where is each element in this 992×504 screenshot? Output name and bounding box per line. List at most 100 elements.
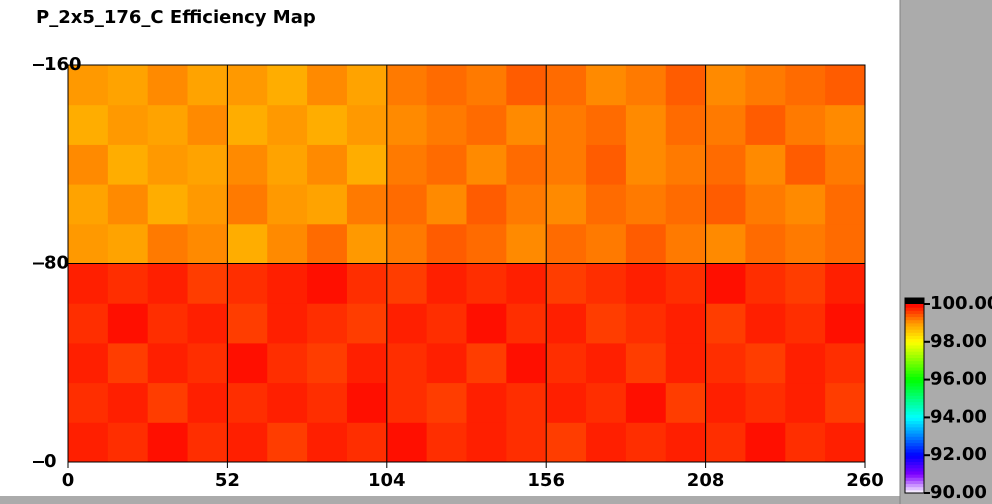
heatmap-cell bbox=[307, 144, 348, 185]
heatmap-cell bbox=[107, 184, 149, 225]
heatmap-cell bbox=[107, 223, 149, 264]
heatmap-cell bbox=[187, 422, 228, 463]
x-tick-label: 260 bbox=[846, 470, 884, 491]
x-tick-label: 0 bbox=[62, 470, 75, 491]
colorbar-segment bbox=[905, 474, 924, 478]
heatmap-cell bbox=[506, 263, 547, 304]
colorbar-segment bbox=[905, 489, 924, 494]
heatmap-cell bbox=[506, 382, 547, 423]
y-tick-label: 0 bbox=[44, 451, 57, 472]
heatmap-cell bbox=[825, 263, 866, 304]
heatmap-cell bbox=[107, 422, 149, 463]
colorbar-segment bbox=[905, 442, 924, 447]
heatmap-cell bbox=[745, 184, 786, 225]
heatmap-cell bbox=[426, 184, 467, 225]
heatmap-cell bbox=[68, 104, 109, 145]
chart-title: P_2x5_176_C Efficiency Map bbox=[36, 7, 316, 28]
heatmap-cell bbox=[307, 342, 348, 384]
heatmap-cell bbox=[506, 184, 547, 225]
heatmap-cell bbox=[346, 342, 388, 384]
y-tick-label: 80 bbox=[44, 253, 69, 274]
heatmap-cell bbox=[625, 342, 667, 384]
x-tick-label: 156 bbox=[527, 470, 565, 491]
heatmap-cell bbox=[586, 422, 627, 463]
colorbar-segment bbox=[905, 348, 924, 352]
heatmap-cell bbox=[466, 422, 507, 463]
heatmap-cell bbox=[267, 382, 308, 423]
heatmap-cell bbox=[68, 184, 109, 225]
colorbar-segment bbox=[905, 389, 924, 393]
heatmap-cell bbox=[426, 65, 467, 106]
heatmap-cell bbox=[346, 144, 388, 185]
colorbar-segment bbox=[905, 452, 924, 456]
colorbar-segment bbox=[905, 373, 924, 377]
heatmap-cell bbox=[307, 382, 348, 423]
heatmap-cell bbox=[307, 223, 348, 264]
colorbar-segment bbox=[905, 455, 924, 459]
heatmap-cell bbox=[267, 144, 308, 185]
heatmap-cell bbox=[546, 223, 587, 264]
heatmap-cell bbox=[68, 263, 109, 304]
heatmap-cell bbox=[665, 144, 707, 185]
colorbar-segment bbox=[905, 338, 924, 343]
heatmap-cell bbox=[586, 263, 627, 304]
heatmap-cell bbox=[147, 422, 189, 463]
heatmap-cell bbox=[825, 342, 866, 384]
heatmap-cell bbox=[107, 65, 149, 106]
colorbar-segment bbox=[905, 335, 924, 340]
heatmap-cell bbox=[147, 184, 189, 225]
colorbar-segment bbox=[905, 430, 924, 434]
heatmap-cell bbox=[506, 342, 547, 384]
heatmap-cell bbox=[546, 65, 587, 106]
colorbar-tick-label: 98.00 bbox=[930, 331, 987, 352]
heatmap-cell bbox=[147, 65, 189, 106]
heatmap-cell bbox=[466, 263, 507, 304]
heatmap-cell bbox=[625, 184, 667, 225]
heatmap-cell bbox=[227, 184, 268, 225]
colorbar-segment bbox=[905, 316, 924, 321]
colorbar-segment bbox=[905, 407, 924, 412]
heatmap-cell bbox=[227, 263, 268, 304]
colorbar-segment bbox=[905, 392, 924, 396]
heatmap-cell bbox=[586, 303, 627, 344]
heatmap-cell bbox=[346, 223, 388, 264]
heatmap-cell bbox=[586, 382, 627, 423]
heatmap-cell bbox=[426, 263, 467, 304]
heatmap-cell bbox=[745, 223, 786, 264]
heatmap-cell bbox=[386, 263, 428, 304]
heatmap-cell bbox=[705, 144, 746, 185]
heatmap-cell bbox=[107, 144, 149, 185]
heatmap-cell bbox=[386, 184, 428, 225]
heatmap-cell bbox=[506, 422, 547, 463]
heatmap-cell bbox=[466, 104, 507, 145]
colorbar-segment bbox=[905, 329, 924, 333]
bottom-strip bbox=[0, 496, 992, 504]
heatmap-cell bbox=[705, 382, 746, 423]
heatmap-cell bbox=[147, 303, 189, 344]
colorbar-segment bbox=[905, 426, 924, 431]
heatmap-cell bbox=[665, 303, 707, 344]
heatmap-cell bbox=[705, 65, 746, 106]
heatmap-cell bbox=[307, 422, 348, 463]
heatmap-cell bbox=[386, 303, 428, 344]
heatmap-cell bbox=[346, 184, 388, 225]
heatmap-cell bbox=[705, 303, 746, 344]
heatmap-cell bbox=[227, 382, 268, 423]
colorbar-tick-label: 96.00 bbox=[930, 369, 987, 390]
colorbar-segment bbox=[905, 467, 924, 472]
heatmap-cell bbox=[625, 303, 667, 344]
heatmap-cell bbox=[506, 303, 547, 344]
heatmap-cell bbox=[346, 104, 388, 145]
colorbar-segment bbox=[905, 436, 924, 440]
heatmap-cell bbox=[825, 303, 866, 344]
heatmap-cell bbox=[625, 422, 667, 463]
colorbar-segment bbox=[905, 376, 924, 381]
colorbar-segment bbox=[905, 313, 924, 318]
heatmap-cell bbox=[785, 65, 826, 106]
heatmap-cell bbox=[466, 65, 507, 106]
heatmap-cell bbox=[426, 382, 467, 423]
colorbar-overflow bbox=[905, 298, 924, 304]
colorbar-segment bbox=[905, 351, 924, 355]
heatmap-cell bbox=[625, 223, 667, 264]
heatmap-cell bbox=[227, 144, 268, 185]
